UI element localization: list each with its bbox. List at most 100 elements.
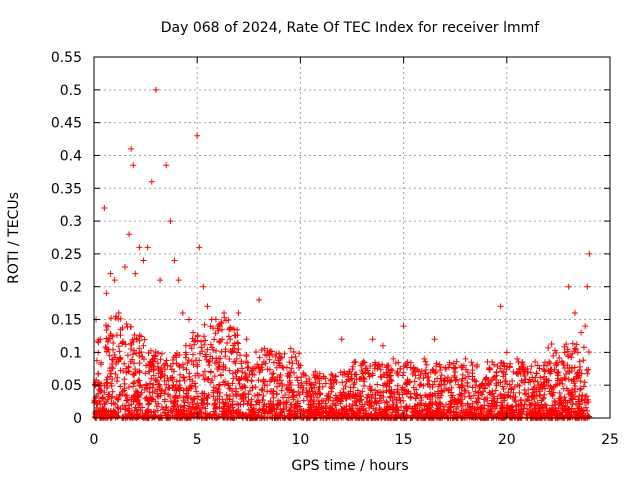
axis-ticks [93, 56, 611, 419]
data-point [470, 392, 477, 399]
data-point [238, 358, 245, 365]
data-point [327, 405, 334, 412]
data-point [143, 381, 150, 388]
data-point [510, 389, 517, 396]
data-point [369, 336, 376, 343]
data-point [219, 326, 226, 333]
data-point [372, 362, 379, 369]
data-point [141, 413, 148, 420]
data-point [203, 351, 210, 358]
data-point [472, 382, 479, 389]
data-point [143, 362, 150, 369]
data-point [131, 379, 138, 386]
data-point [226, 367, 233, 374]
data-point [146, 389, 153, 396]
data-point [436, 399, 443, 406]
data-point [285, 394, 292, 401]
data-point [194, 132, 201, 139]
data-point [286, 359, 293, 366]
data-point [477, 406, 484, 413]
data-point [170, 405, 177, 412]
data-point [350, 384, 357, 391]
data-point [179, 309, 186, 316]
data-point [472, 388, 479, 395]
y-tick-labels: 0 0.05 0.1 0.15 0.2 0.25 0.3 0.35 0.4 0.45 0.5 0.55 [51, 50, 82, 427]
data-point [442, 364, 449, 371]
data-point [100, 406, 107, 413]
data-point [109, 376, 116, 383]
data-point [550, 389, 557, 396]
data-point [180, 373, 187, 380]
data-point [385, 366, 392, 373]
data-point [457, 399, 464, 406]
data-point [486, 381, 493, 388]
data-point [231, 358, 238, 365]
data-point [287, 387, 294, 394]
data-point [131, 394, 138, 401]
data-point [215, 381, 222, 388]
data-point [516, 406, 523, 413]
data-point [239, 369, 246, 376]
data-point [211, 373, 218, 380]
data-point [235, 340, 242, 347]
data-point [286, 372, 293, 379]
data-point [145, 401, 152, 408]
data-point [181, 377, 188, 384]
data-point [328, 385, 335, 392]
data-point [249, 371, 256, 378]
data-point [307, 382, 314, 389]
data-point [497, 391, 504, 398]
y-tick-label: 0 [73, 411, 82, 427]
data-point [548, 341, 555, 348]
data-point [220, 366, 227, 373]
y-tick-label: 0.3 [60, 214, 82, 230]
data-point [239, 384, 246, 391]
data-point [394, 368, 401, 375]
data-point [112, 371, 119, 378]
data-point [546, 377, 553, 384]
data-point [278, 387, 285, 394]
data-point [189, 399, 196, 406]
data-point [260, 392, 267, 399]
data-point [200, 283, 207, 290]
data-point [441, 375, 448, 382]
data-point [93, 401, 100, 408]
data-point [294, 377, 301, 384]
data-point [127, 345, 134, 352]
data-point [547, 383, 554, 390]
data-point [376, 405, 383, 412]
data-point [574, 349, 581, 356]
data-point [150, 363, 157, 370]
data-point [242, 359, 249, 366]
data-point [364, 394, 371, 401]
data-point [219, 396, 226, 403]
data-point [431, 336, 438, 343]
data-point [397, 365, 404, 372]
data-point [416, 375, 423, 382]
data-point [346, 393, 353, 400]
data-point [323, 403, 330, 410]
data-point [377, 389, 384, 396]
data-point [418, 407, 425, 414]
data-point [210, 325, 217, 332]
data-point [307, 402, 314, 409]
data-point [172, 398, 179, 405]
data-point [210, 408, 217, 415]
data-point [163, 162, 170, 169]
data-point [200, 395, 207, 402]
data-point [332, 373, 339, 380]
data-point [155, 393, 162, 400]
data-point [183, 390, 190, 397]
data-point [245, 363, 252, 370]
data-point [486, 364, 493, 371]
data-point [151, 355, 158, 362]
data-point [332, 377, 339, 384]
data-point [289, 360, 296, 367]
data-point [372, 359, 379, 366]
data-point [190, 329, 197, 336]
data-point [104, 346, 111, 353]
data-point [403, 403, 410, 410]
data-point [115, 343, 122, 350]
data-point [518, 403, 525, 410]
data-point [216, 339, 223, 346]
